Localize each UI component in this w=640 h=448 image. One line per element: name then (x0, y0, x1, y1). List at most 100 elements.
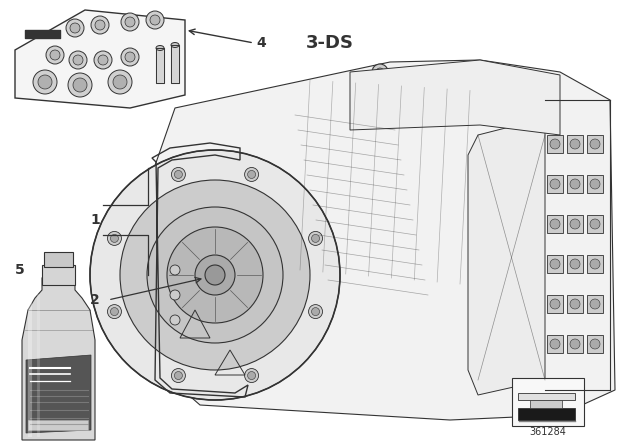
Circle shape (570, 139, 580, 149)
Bar (587, 135, 603, 153)
Circle shape (248, 170, 255, 178)
Circle shape (33, 70, 57, 94)
Circle shape (308, 305, 323, 319)
Circle shape (172, 369, 186, 383)
Circle shape (108, 232, 122, 246)
Circle shape (121, 48, 139, 66)
Circle shape (195, 255, 235, 295)
Bar (512, 378, 584, 426)
Circle shape (570, 259, 580, 269)
Circle shape (46, 46, 64, 64)
Circle shape (91, 16, 109, 34)
Polygon shape (350, 60, 560, 135)
Circle shape (147, 207, 283, 343)
Circle shape (172, 168, 186, 181)
Bar (587, 335, 603, 353)
Circle shape (590, 299, 600, 309)
Circle shape (125, 17, 135, 27)
Ellipse shape (171, 43, 179, 47)
Circle shape (70, 23, 80, 33)
Circle shape (98, 55, 108, 65)
Circle shape (167, 227, 263, 323)
Bar (42, 265, 75, 285)
Circle shape (68, 73, 92, 97)
Bar (547, 135, 563, 153)
Circle shape (550, 339, 560, 349)
Circle shape (312, 308, 319, 315)
Bar (547, 335, 563, 353)
Circle shape (73, 78, 87, 92)
Circle shape (590, 139, 600, 149)
Text: 1: 1 (90, 213, 100, 227)
Circle shape (205, 265, 225, 285)
Bar (567, 175, 583, 193)
Circle shape (120, 180, 310, 370)
Polygon shape (22, 270, 95, 440)
Bar (587, 175, 603, 193)
Circle shape (125, 52, 135, 62)
Polygon shape (518, 393, 575, 400)
Circle shape (550, 139, 560, 149)
Polygon shape (518, 408, 575, 420)
Bar (567, 295, 583, 313)
Text: 5: 5 (15, 263, 25, 277)
Circle shape (150, 15, 160, 25)
Circle shape (590, 179, 600, 189)
Circle shape (113, 75, 127, 89)
Bar (44, 252, 73, 267)
Text: 4: 4 (256, 36, 266, 50)
Circle shape (73, 55, 83, 65)
Bar (547, 175, 563, 193)
Circle shape (550, 259, 560, 269)
Bar (567, 255, 583, 273)
Circle shape (590, 259, 600, 269)
Circle shape (550, 219, 560, 229)
Circle shape (175, 170, 182, 178)
Polygon shape (26, 355, 91, 433)
Text: 361284: 361284 (529, 427, 566, 437)
Circle shape (69, 51, 87, 69)
Circle shape (570, 179, 580, 189)
Circle shape (570, 339, 580, 349)
Circle shape (170, 315, 180, 325)
Circle shape (372, 64, 388, 80)
Circle shape (66, 19, 84, 37)
Circle shape (94, 51, 112, 69)
Bar (567, 215, 583, 233)
Bar (547, 255, 563, 273)
Circle shape (308, 232, 323, 246)
Bar (567, 335, 583, 353)
Circle shape (376, 68, 384, 76)
Bar (547, 295, 563, 313)
Text: 3-DS: 3-DS (306, 34, 354, 52)
Polygon shape (468, 118, 545, 395)
Ellipse shape (156, 46, 164, 51)
Circle shape (95, 20, 105, 30)
Circle shape (570, 219, 580, 229)
Bar (587, 255, 603, 273)
Circle shape (50, 50, 60, 60)
Bar (567, 135, 583, 153)
Circle shape (121, 13, 139, 31)
Bar (587, 215, 603, 233)
Circle shape (248, 371, 255, 379)
Bar (28, 420, 88, 430)
Polygon shape (15, 10, 185, 108)
Circle shape (38, 75, 52, 89)
Circle shape (108, 305, 122, 319)
Circle shape (170, 265, 180, 275)
Circle shape (550, 299, 560, 309)
Circle shape (170, 290, 180, 300)
Circle shape (244, 168, 259, 181)
Circle shape (108, 70, 132, 94)
Circle shape (111, 234, 118, 242)
Bar (547, 215, 563, 233)
Bar (587, 295, 603, 313)
Circle shape (312, 234, 319, 242)
Circle shape (146, 11, 164, 29)
Circle shape (111, 308, 118, 315)
Circle shape (550, 179, 560, 189)
Circle shape (90, 150, 340, 400)
Circle shape (175, 371, 182, 379)
Circle shape (590, 219, 600, 229)
